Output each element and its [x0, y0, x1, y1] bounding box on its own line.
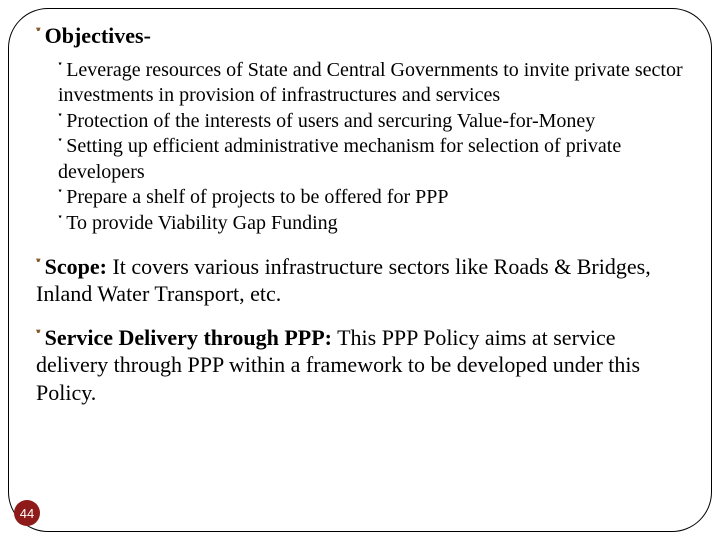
list-item-text: Leverage resources of State and Central … — [58, 59, 683, 107]
bullet-marker-icon: ་ — [36, 23, 41, 48]
list-item-text: To provide Viability Gap Funding — [66, 212, 337, 234]
list-item: ་Protection of the interests of users an… — [58, 109, 684, 135]
page-number: 44 — [20, 506, 34, 521]
bullet-marker-icon: ་ — [58, 186, 62, 208]
slide-content: ་Objectives- ་Leverage resources of Stat… — [36, 22, 684, 414]
section-heading: Scope: — [45, 254, 107, 279]
bullet-marker-icon: ་ — [58, 212, 62, 234]
section-scope: ་Scope: It covers various infrastructure… — [36, 253, 684, 308]
bullet-marker-icon: ་ — [58, 135, 62, 157]
bullet-marker-icon: ་ — [58, 59, 62, 81]
bullet-marker-icon: ་ — [58, 110, 62, 132]
list-item: ་Setting up efficient administrative mec… — [58, 134, 684, 185]
section-objectives: ་Objectives- — [36, 22, 684, 50]
section-heading: Objectives- — [45, 23, 151, 48]
section-body: It covers various infrastructure sectors… — [36, 254, 651, 307]
list-item-text: Prepare a shelf of projects to be offere… — [66, 186, 448, 208]
list-item: ་Leverage resources of State and Central… — [58, 58, 684, 109]
list-item: ་Prepare a shelf of projects to be offer… — [58, 185, 684, 211]
section-heading: Service Delivery through PPP: — [45, 325, 332, 350]
section-service-delivery: ་Service Delivery through PPP: This PPP … — [36, 324, 684, 407]
list-item-text: Setting up efficient administrative mech… — [58, 135, 621, 183]
bullet-marker-icon: ་ — [36, 254, 41, 279]
list-item: ་To provide Viability Gap Funding — [58, 211, 684, 237]
objectives-sublist: ་Leverage resources of State and Central… — [58, 58, 684, 237]
page-number-badge: 44 — [14, 500, 40, 526]
list-item-text: Protection of the interests of users and… — [66, 110, 595, 132]
bullet-marker-icon: ་ — [36, 325, 41, 350]
